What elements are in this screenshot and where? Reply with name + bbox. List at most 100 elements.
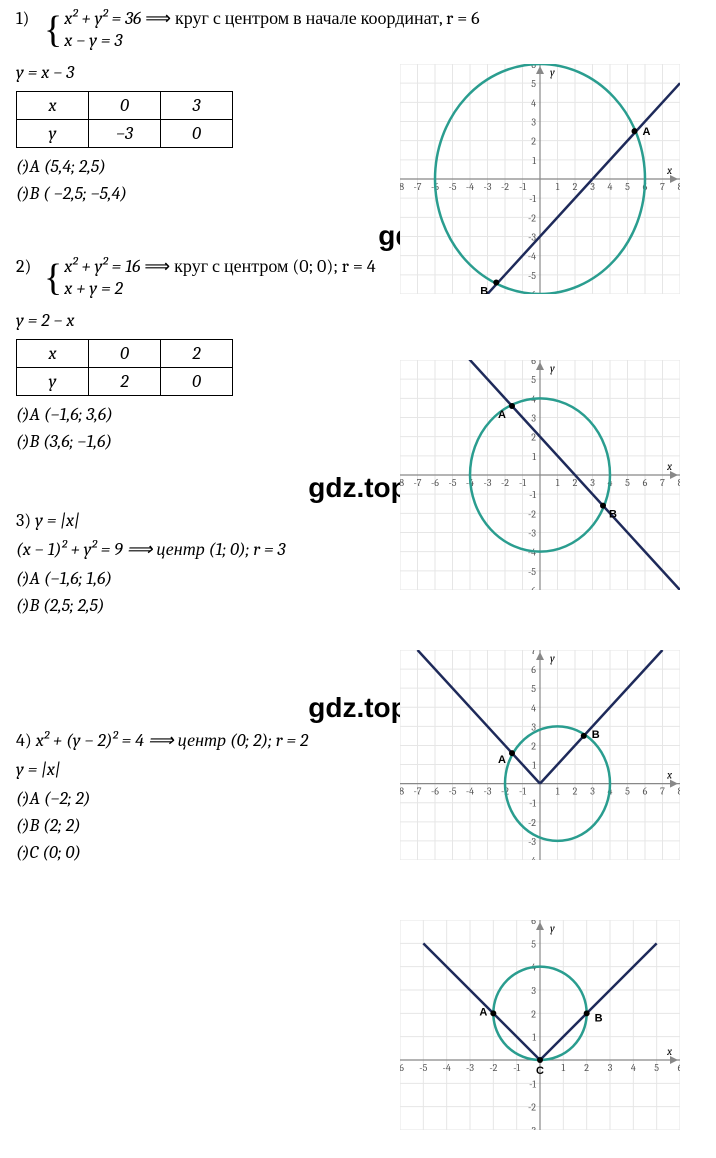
svg-text:-2: -2 (528, 508, 536, 520)
svg-text:-8: -8 (400, 477, 404, 489)
svg-text:-4: -4 (466, 786, 474, 798)
svg-text:-1: -1 (519, 181, 526, 193)
p3-number: 3) (16, 510, 31, 531)
svg-text:-2: -2 (501, 477, 509, 489)
svg-text:A: A (498, 409, 506, 421)
svg-text:2: 2 (573, 786, 578, 798)
p4-eq1: x² + (y − 2)² = 4 ⟹ центр (0; 2); r = 2 (36, 730, 309, 751)
svg-text:-3: -3 (528, 1125, 536, 1130)
svg-text:8: 8 (678, 181, 680, 193)
svg-text:-7: -7 (414, 786, 422, 798)
svg-text:6: 6 (531, 360, 536, 367)
svg-text:2: 2 (573, 181, 578, 193)
p1-system: { x² + y² = 36 ⟹ круг с центром в начале… (44, 8, 480, 52)
svg-text:-2: -2 (528, 817, 536, 829)
svg-text:2: 2 (531, 1008, 536, 1020)
svg-text:-5: -5 (448, 181, 456, 193)
svg-text:-5: -5 (419, 1062, 427, 1074)
p1-y1: 0 (161, 120, 233, 148)
svg-text:3: 3 (531, 985, 536, 997)
p1-y0: −3 (89, 120, 161, 148)
svg-text:-3: -3 (528, 836, 536, 848)
svg-text:2: 2 (531, 136, 536, 148)
svg-text:6: 6 (531, 664, 536, 676)
svg-text:B: B (609, 509, 617, 521)
p2-x0: 0 (89, 340, 161, 368)
svg-text:-1: -1 (513, 1062, 520, 1074)
p2-derived: y = 2 − x (16, 310, 700, 331)
svg-text:5: 5 (531, 683, 536, 695)
svg-text:B: B (595, 1012, 603, 1024)
svg-text:1: 1 (556, 181, 560, 193)
p3-point-B: (·)B (2,5; 2,5) (16, 595, 700, 616)
svg-text:-4: -4 (528, 251, 536, 263)
svg-text:3: 3 (590, 786, 595, 798)
p2-table: x 0 2 y 2 0 (16, 339, 233, 396)
p1-number: 1) (16, 8, 44, 29)
p1-x1: 3 (161, 92, 233, 120)
svg-text:3: 3 (531, 117, 536, 129)
svg-text:6: 6 (643, 786, 648, 798)
svg-text:y: y (550, 652, 555, 665)
svg-text:y: y (550, 66, 555, 79)
p3-graph-svg: xy-8-7-6-5-4-3-2-112345678-4-3-2-1123456… (400, 650, 680, 860)
svg-text:3: 3 (590, 477, 595, 489)
svg-text:3: 3 (590, 181, 595, 193)
svg-text:-7: -7 (414, 181, 422, 193)
svg-text:5: 5 (531, 938, 536, 950)
p2-y1: 0 (161, 368, 233, 396)
svg-text:-4: -4 (466, 181, 474, 193)
p3-eq1: y = |x| (35, 510, 80, 531)
svg-text:5: 5 (625, 181, 630, 193)
svg-text:2: 2 (584, 1062, 589, 1074)
p1-graph: xy-8-7-6-5-4-3-2-112345678-6-5-4-3-2-112… (400, 64, 680, 294)
p1-eq2: x − y = 3 (64, 30, 122, 51)
p2-eq1-rhs: ⟹ круг с центром (0; 0); r = 4 (144, 256, 375, 277)
svg-text:-1: -1 (519, 786, 526, 798)
svg-text:7: 7 (660, 786, 665, 798)
p1-eq1-lhs: x² + y² = 36 (64, 8, 141, 29)
p4-number: 4) (16, 730, 32, 751)
problem-1: 1) { x² + y² = 36 ⟹ круг с центром в нач… (16, 8, 700, 52)
svg-text:7: 7 (660, 477, 665, 489)
svg-text:2: 2 (531, 740, 536, 752)
p2-x1: 2 (161, 340, 233, 368)
p1-th-y: y (17, 120, 89, 148)
svg-text:-3: -3 (484, 477, 492, 489)
p2-graph: xy-8-7-6-5-4-3-2-112345678-6-5-4-3-2-112… (400, 360, 680, 590)
svg-text:-4: -4 (443, 1062, 451, 1074)
svg-text:6: 6 (678, 1062, 680, 1074)
svg-text:5: 5 (654, 1062, 659, 1074)
svg-text:-1: -1 (519, 477, 526, 489)
svg-text:-1: -1 (529, 798, 536, 810)
svg-text:-2: -2 (528, 1102, 536, 1114)
svg-text:-5: -5 (528, 270, 536, 282)
svg-text:B: B (480, 286, 488, 295)
svg-text:B: B (592, 729, 600, 741)
p2-system: { x² + y² = 16 ⟹ круг с центром (0; 0); … (44, 256, 376, 300)
svg-text:A: A (643, 126, 651, 138)
svg-text:1: 1 (532, 155, 536, 167)
svg-text:-4: -4 (528, 855, 536, 860)
svg-text:6: 6 (531, 920, 536, 927)
svg-text:5: 5 (625, 477, 630, 489)
svg-text:1: 1 (556, 786, 560, 798)
svg-text:-5: -5 (448, 786, 456, 798)
svg-text:-3: -3 (484, 786, 492, 798)
svg-text:-6: -6 (528, 585, 536, 590)
svg-text:x: x (666, 164, 672, 177)
brace-icon: { (44, 12, 62, 48)
svg-text:-3: -3 (528, 528, 536, 540)
svg-text:4: 4 (631, 1062, 636, 1074)
svg-text:-7: -7 (414, 477, 422, 489)
svg-text:-2: -2 (489, 1062, 497, 1074)
svg-text:y: y (550, 362, 555, 375)
svg-text:-2: -2 (501, 181, 509, 193)
svg-text:5: 5 (531, 374, 536, 386)
svg-text:-6: -6 (431, 477, 439, 489)
svg-text:x: x (666, 1045, 672, 1058)
svg-text:4: 4 (608, 181, 613, 193)
p2-eq2: x + y = 2 (64, 278, 123, 299)
svg-text:-3: -3 (484, 181, 492, 193)
svg-text:C: C (536, 1065, 544, 1077)
